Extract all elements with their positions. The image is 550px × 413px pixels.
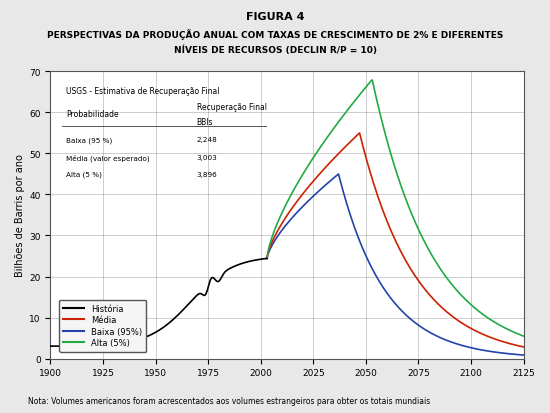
- Y-axis label: Bilhões de Barris por ano: Bilhões de Barris por ano: [15, 154, 25, 277]
- Text: FIGURA 4: FIGURA 4: [246, 12, 304, 22]
- Text: Nota: Volumes americanos foram acrescentados aos volumes estrangeiros para obter: Nota: Volumes americanos foram acrescent…: [28, 396, 430, 405]
- Text: NÍVEIS DE RECURSOS (DECLIN R/P = 10): NÍVEIS DE RECURSOS (DECLIN R/P = 10): [173, 45, 377, 55]
- Legend: História, Média, Baixa (95%), Alta (5%): História, Média, Baixa (95%), Alta (5%): [59, 300, 146, 352]
- Text: PERSPECTIVAS DA PRODUÇÃO ANUAL COM TAXAS DE CRESCIMENTO DE 2% E DIFERENTES: PERSPECTIVAS DA PRODUÇÃO ANUAL COM TAXAS…: [47, 29, 503, 40]
